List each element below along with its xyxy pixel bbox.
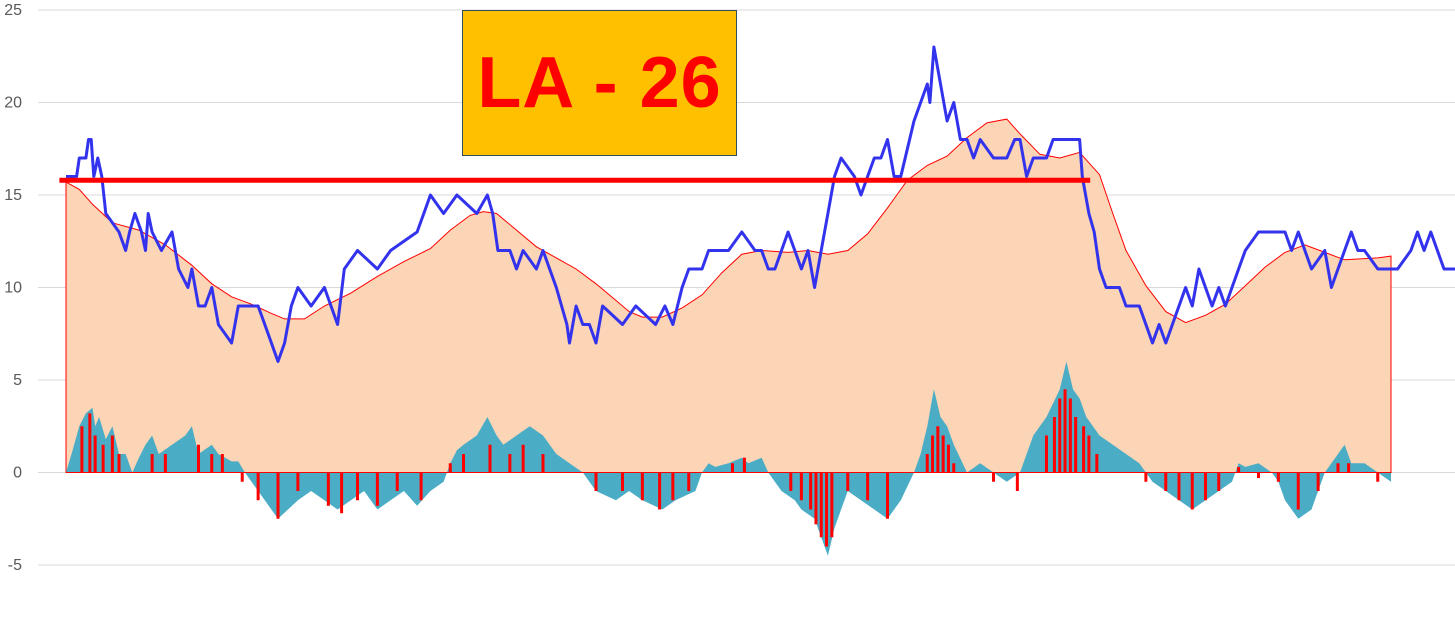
histogram-bar xyxy=(1276,472,1280,482)
histogram-bar xyxy=(1347,463,1351,473)
histogram-bar xyxy=(941,435,945,473)
y-tick-label: 15 xyxy=(4,187,22,204)
histogram-bar xyxy=(931,435,935,473)
histogram-bar xyxy=(1144,472,1148,482)
histogram-bar xyxy=(88,413,92,473)
histogram-bar xyxy=(830,472,834,538)
histogram-bar xyxy=(163,454,167,473)
histogram-bar xyxy=(658,472,662,510)
histogram-bar xyxy=(1177,472,1181,501)
histogram-bar xyxy=(340,472,344,514)
histogram-bar xyxy=(356,472,359,501)
histogram-bar xyxy=(952,463,956,473)
histogram-bar xyxy=(448,463,452,473)
histogram-bar xyxy=(866,472,870,501)
histogram-bar xyxy=(1316,472,1320,491)
histogram-bar xyxy=(488,444,492,473)
histogram-bar xyxy=(296,472,300,491)
y-tick-label: -5 xyxy=(8,557,22,574)
histogram-bar xyxy=(256,472,260,501)
histogram-bar xyxy=(809,472,813,510)
histogram-bar xyxy=(925,454,929,473)
histogram-bar xyxy=(1068,398,1072,473)
histogram-bar xyxy=(1204,472,1207,501)
chart-title: LA - 26 xyxy=(477,43,722,123)
histogram-bar xyxy=(1190,472,1194,510)
y-tick-label: 25 xyxy=(4,2,22,19)
histogram-bar xyxy=(846,472,850,491)
histogram-bar xyxy=(814,472,818,525)
histogram-bar xyxy=(819,472,823,538)
histogram-bar xyxy=(101,444,105,473)
histogram-bar xyxy=(946,444,950,473)
histogram-bar xyxy=(594,472,598,491)
histogram-bar xyxy=(375,472,379,506)
histogram-bar xyxy=(197,444,200,473)
histogram-bar xyxy=(671,472,675,501)
title-box: LA - 26 xyxy=(462,10,737,156)
histogram-bar xyxy=(1082,426,1086,473)
histogram-bar xyxy=(541,454,545,473)
histogram-bar xyxy=(462,454,465,473)
plot-area xyxy=(59,45,1455,556)
histogram-bar xyxy=(936,426,940,473)
histogram-bar xyxy=(521,444,525,473)
histogram-bar xyxy=(110,435,114,473)
histogram-bar xyxy=(117,454,121,473)
histogram-bar xyxy=(1217,472,1221,491)
histogram-bar xyxy=(150,454,154,473)
histogram-bar xyxy=(93,435,97,473)
histogram-bar xyxy=(1058,398,1062,473)
histogram-bar xyxy=(640,472,644,501)
y-tick-label: 10 xyxy=(4,280,22,297)
histogram-bar xyxy=(419,472,423,501)
histogram-bar xyxy=(1164,472,1168,491)
histogram-bar xyxy=(1095,454,1099,473)
histogram-bar xyxy=(326,472,330,506)
histogram-bar xyxy=(1074,417,1078,473)
histogram-bar xyxy=(1257,472,1260,479)
histogram-bar xyxy=(799,472,803,501)
area-series xyxy=(65,118,1392,473)
histogram-bar xyxy=(789,472,793,491)
histogram-bar xyxy=(687,472,691,491)
histogram-bar xyxy=(240,472,244,482)
histogram-bar xyxy=(621,472,624,491)
histogram-bar xyxy=(210,454,214,473)
histogram-bar xyxy=(1336,463,1340,473)
histogram-bar xyxy=(1052,417,1056,473)
line-series xyxy=(66,45,1455,363)
histogram-bar xyxy=(742,457,746,473)
y-axis-labels: 25 20 15 10 5 0 -5 xyxy=(4,2,22,574)
histogram-bar xyxy=(992,472,995,482)
histogram-bar xyxy=(730,463,734,473)
y-tick-label: 0 xyxy=(13,465,22,482)
y-tick-label: 5 xyxy=(13,372,22,389)
histogram-bar xyxy=(80,426,84,473)
histogram-bar xyxy=(1087,435,1091,473)
histogram-bar xyxy=(1237,466,1241,473)
histogram-bar xyxy=(508,454,512,473)
histogram-bar xyxy=(1296,472,1300,510)
histogram-bar xyxy=(1045,435,1048,473)
histogram-bar xyxy=(886,472,889,519)
histogram-bar xyxy=(825,472,829,547)
histogram-bar xyxy=(1015,472,1019,491)
y-tick-label: 20 xyxy=(4,95,22,112)
histogram-bar xyxy=(220,454,224,473)
histogram-bar xyxy=(276,472,280,519)
histogram-bar xyxy=(395,472,399,491)
histogram-bar xyxy=(1376,472,1380,482)
histogram-bar xyxy=(1063,389,1067,473)
